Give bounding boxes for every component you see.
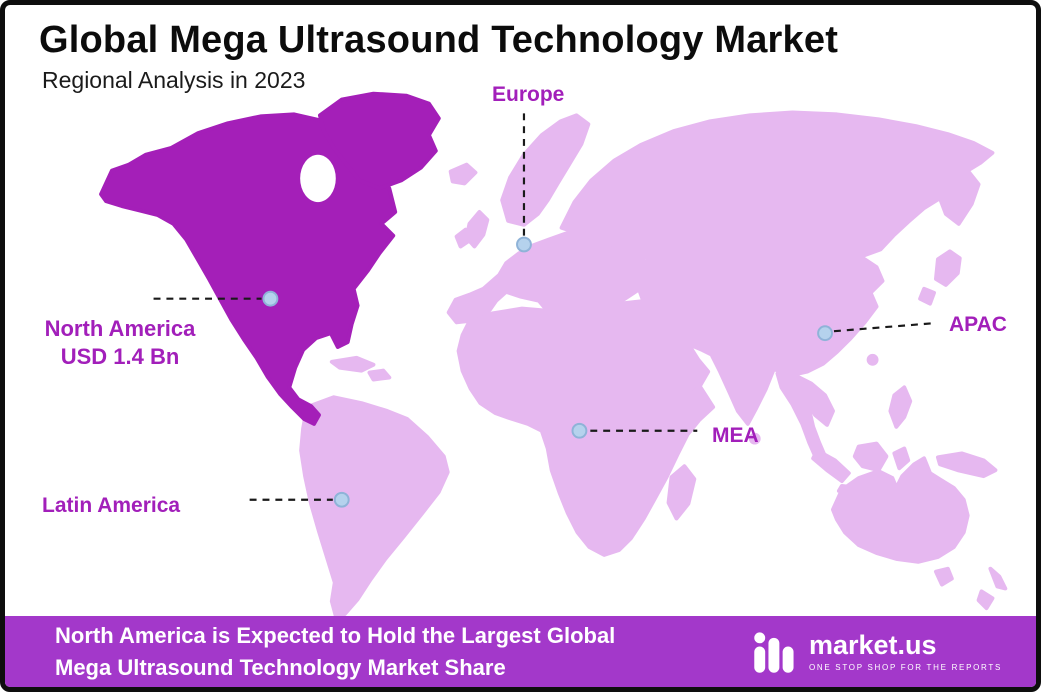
landmass-greenland: [317, 91, 441, 191]
landmass-russia: [559, 110, 995, 272]
region-label-north-america-name: North America: [44, 316, 196, 341]
region-value-north-america: USD 1.4 Bn: [60, 343, 180, 369]
landmasses-light: [299, 110, 1008, 619]
region-label-apac: APAC: [949, 313, 1007, 336]
marketus-tagline: ONE STOP SHOP FOR THE REPORTS: [808, 662, 1002, 672]
connector-lines: [153, 113, 933, 501]
landmass-madagascar: [666, 464, 697, 521]
banner-line-2: Mega Ultrasound Technology Market Share: [55, 654, 506, 680]
banner-text: North America is Expected to Hold the La…: [55, 620, 615, 682]
connector-apac: [833, 322, 933, 333]
landmass-indochina: [775, 371, 835, 461]
footer-banner: North America is Expected to Hold the La…: [5, 616, 1036, 687]
landmass-sumatra: [811, 448, 851, 483]
landmass-taiwan: [866, 353, 879, 366]
page-title: Global Mega Ultrasound Technology Market: [39, 19, 839, 61]
landmass-iceland: [448, 162, 478, 186]
landmass-new-zealand-north: [988, 566, 1008, 591]
landmass-hispaniola: [367, 368, 392, 382]
hudson-bay-cutout: [300, 154, 336, 203]
marker-apac: [817, 325, 833, 342]
landmass-cuba: [329, 355, 376, 373]
marker-north-america: [262, 290, 279, 307]
marketus-logo: market.us ONE STOP SHOP FOR THE REPORTS: [751, 628, 1002, 676]
marker-latin-america: [333, 491, 350, 508]
landmass-south-america: [299, 395, 450, 619]
landmass-scandinavia: [500, 113, 591, 227]
location-markers: [262, 236, 833, 508]
landmass-china: [634, 248, 885, 378]
landmass-tasmania: [933, 566, 954, 587]
landmass-japan-north: [933, 249, 962, 287]
landmass-australia: [830, 456, 970, 564]
marker-mea: [571, 422, 588, 439]
landmass-sulawesi: [892, 446, 911, 471]
landmass-borneo: [852, 441, 889, 473]
marketus-logo-icon: [754, 631, 794, 673]
banner-line-1: North America is Expected to Hold the La…: [55, 623, 616, 649]
marketus-logo-text: market.us ONE STOP SHOP FOR THE REPORTS: [808, 629, 1002, 672]
landmass-new-guinea: [935, 451, 998, 479]
landmass-sri-lanka: [748, 432, 761, 445]
region-label-north-america: North America USD 1.4 Bn: [13, 315, 227, 370]
landmass-new-zealand-south: [976, 589, 995, 611]
landmass-philippines: [888, 385, 913, 429]
marketus-brand: market.us: [808, 629, 937, 660]
world-map: [99, 91, 1008, 619]
marker-europe: [516, 236, 532, 253]
page-subtitle: Regional Analysis in 2023: [42, 67, 306, 93]
landmass-india: [708, 338, 776, 426]
region-label-latin-america: Latin America: [42, 494, 181, 517]
landmass-japan-south: [918, 286, 936, 306]
region-label-europe: Europe: [492, 83, 565, 106]
landmass-ireland: [454, 227, 472, 249]
region-label-mea: MEA: [712, 424, 759, 447]
